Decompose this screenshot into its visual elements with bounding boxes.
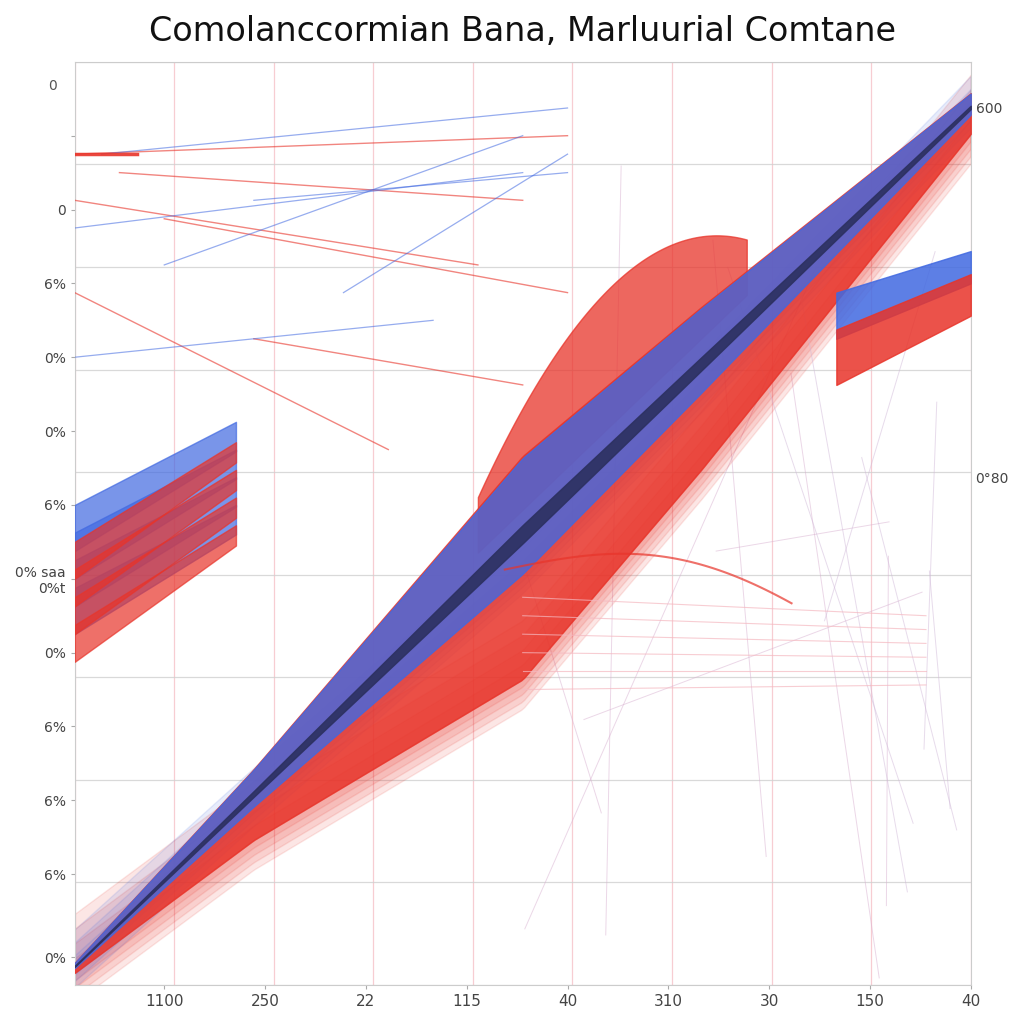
- Title: Comolanccormian Bana, Marluurial Comtane: Comolanccormian Bana, Marluurial Comtane: [150, 15, 896, 48]
- Text: 0: 0: [48, 79, 56, 92]
